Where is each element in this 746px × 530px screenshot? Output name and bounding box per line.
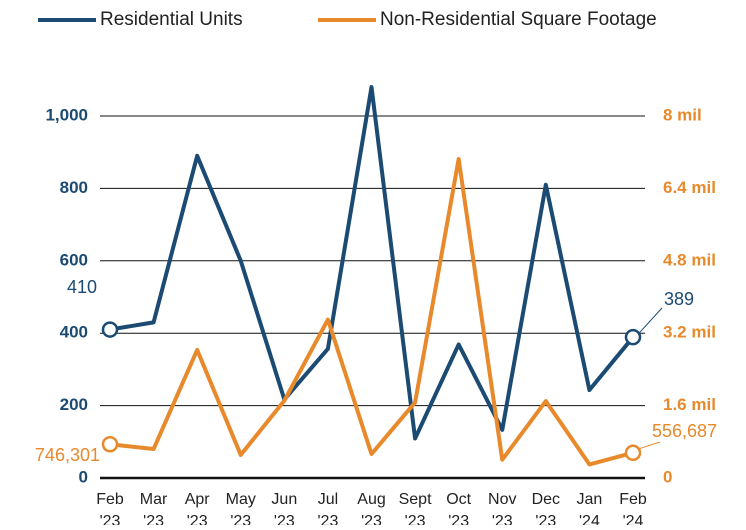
endpoint-marker xyxy=(101,435,119,453)
series-line xyxy=(109,85,635,441)
x-tick-label: Jun '23 xyxy=(271,491,297,525)
x-tick-label: Dec '23 xyxy=(532,491,560,525)
x-tick-label: Nov '23 xyxy=(488,491,516,525)
x-tick-label: Apr '23 xyxy=(185,491,211,525)
y-tick-label: 800 xyxy=(60,178,88,197)
data-label: 556,687 xyxy=(652,421,717,441)
y2-tick-label: 4.8 mil xyxy=(663,250,716,269)
endpoint-marker xyxy=(101,321,119,338)
x-tick-label: Aug '23 xyxy=(357,491,385,525)
leader-line xyxy=(638,307,663,334)
data-label: 389 xyxy=(664,289,694,309)
x-tick-label: Sept '23 xyxy=(399,491,432,525)
x-tick-label: Feb '23 xyxy=(96,491,124,525)
data-label: 410 xyxy=(67,277,97,297)
endpoint-marker xyxy=(624,328,642,346)
leader-line xyxy=(638,441,661,450)
x-tick-label: May '23 xyxy=(226,491,256,525)
series-line xyxy=(109,156,634,467)
x-tick-label: Mar '23 xyxy=(140,491,168,525)
y2-tick-label: 3.2 mil xyxy=(663,323,716,342)
x-tick-label: Feb '24 xyxy=(619,491,647,525)
y-tick-label: 0 xyxy=(79,467,88,486)
y-tick-label: 1,000 xyxy=(45,105,88,124)
data-label: 746,301 xyxy=(35,445,100,465)
x-tick-label: Jan '24 xyxy=(577,491,603,525)
x-tick-label: Jul '23 xyxy=(317,491,338,525)
y2-tick-label: 6.4 mil xyxy=(663,178,716,197)
y2-tick-label: 8 mil xyxy=(663,105,702,124)
y2-tick-label: 1.6 mil xyxy=(663,395,716,414)
y-tick-label: 400 xyxy=(60,323,88,342)
y-tick-label: 600 xyxy=(60,250,88,269)
y2-tick-label: 0 xyxy=(663,467,672,486)
y-tick-label: 200 xyxy=(60,395,88,414)
legend-label: Non-Residential Square Footage xyxy=(380,9,657,30)
x-tick-label: Oct '23 xyxy=(446,491,471,525)
endpoint-marker xyxy=(624,444,642,462)
legend-label: Residential Units xyxy=(100,9,243,30)
